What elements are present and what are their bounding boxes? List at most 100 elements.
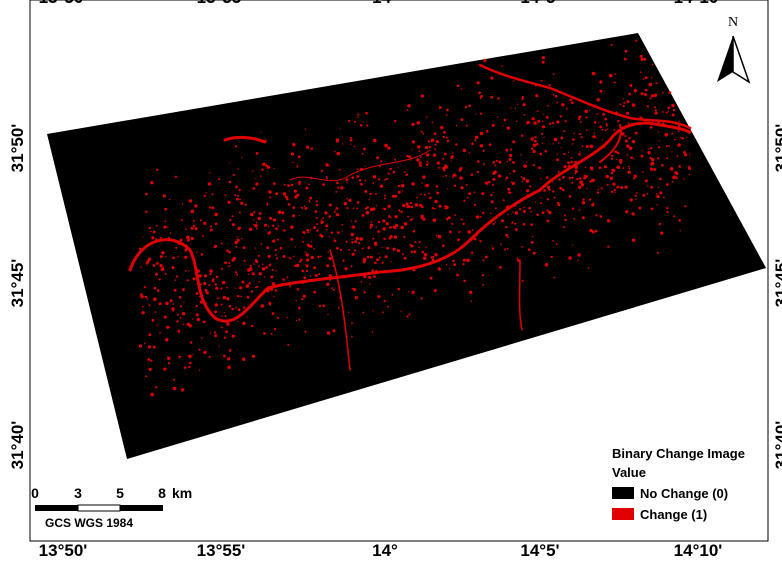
change-pixel bbox=[413, 250, 416, 253]
change-pixel bbox=[342, 231, 343, 232]
change-pixel bbox=[497, 97, 499, 99]
change-pixel bbox=[325, 224, 328, 227]
change-pixel bbox=[246, 316, 247, 317]
change-pixel bbox=[302, 282, 304, 284]
change-pixel bbox=[351, 220, 352, 221]
change-pixel bbox=[432, 122, 434, 124]
change-pixel bbox=[661, 123, 664, 126]
change-pixel bbox=[569, 195, 572, 198]
change-pixel bbox=[398, 167, 399, 168]
change-pixel bbox=[329, 215, 331, 217]
change-pixel bbox=[237, 195, 239, 197]
change-pixel bbox=[522, 181, 524, 183]
change-pixel bbox=[579, 209, 581, 211]
change-pixel bbox=[617, 166, 620, 169]
change-pixel bbox=[424, 194, 426, 196]
change-pixel bbox=[627, 100, 630, 103]
change-pixel bbox=[224, 312, 225, 313]
change-pixel bbox=[319, 305, 321, 307]
change-pixel bbox=[456, 125, 458, 127]
change-pixel bbox=[635, 40, 637, 42]
change-pixel bbox=[155, 273, 158, 276]
change-pixel bbox=[362, 153, 364, 155]
change-pixel bbox=[578, 153, 581, 156]
change-pixel bbox=[155, 238, 157, 240]
change-pixel bbox=[358, 242, 360, 244]
change-pixel bbox=[199, 296, 201, 298]
change-pixel bbox=[423, 133, 425, 135]
change-pixel bbox=[513, 170, 516, 173]
change-pixel bbox=[305, 207, 308, 210]
change-pixel bbox=[659, 191, 662, 194]
change-pixel bbox=[549, 123, 551, 125]
change-pixel bbox=[624, 135, 626, 137]
change-pixel bbox=[209, 206, 211, 208]
change-pixel bbox=[537, 110, 539, 112]
change-pixel bbox=[421, 131, 423, 133]
change-pixel bbox=[474, 192, 476, 194]
change-pixel bbox=[568, 152, 569, 153]
change-pixel bbox=[351, 241, 353, 243]
change-pixel bbox=[521, 135, 523, 137]
change-pixel bbox=[420, 193, 422, 195]
change-pixel bbox=[673, 109, 675, 111]
change-pixel bbox=[243, 246, 246, 249]
change-pixel bbox=[542, 61, 545, 64]
change-pixel bbox=[674, 139, 676, 141]
change-pixel bbox=[573, 133, 575, 135]
change-pixel bbox=[536, 214, 539, 217]
change-pixel bbox=[291, 152, 294, 155]
change-pixel bbox=[214, 331, 216, 333]
change-pixel bbox=[145, 375, 147, 377]
change-pixel bbox=[545, 150, 548, 153]
change-pixel bbox=[480, 216, 482, 218]
change-pixel bbox=[326, 264, 329, 267]
change-pixel bbox=[605, 130, 607, 132]
change-pixel bbox=[522, 96, 524, 98]
change-pixel bbox=[635, 195, 637, 197]
change-pixel bbox=[301, 270, 304, 273]
change-pixel bbox=[262, 163, 265, 166]
change-pixel bbox=[196, 292, 199, 295]
change-pixel bbox=[382, 208, 383, 209]
change-pixel bbox=[528, 207, 531, 210]
change-pixel bbox=[219, 345, 220, 346]
change-pixel bbox=[553, 143, 554, 144]
change-pixel bbox=[445, 175, 447, 177]
change-pixel bbox=[254, 224, 257, 227]
change-pixel bbox=[321, 219, 322, 220]
change-pixel bbox=[507, 236, 509, 238]
change-pixel bbox=[232, 335, 235, 338]
change-pixel bbox=[311, 256, 314, 259]
change-pixel bbox=[398, 191, 401, 194]
change-pixel bbox=[228, 251, 231, 254]
change-pixel bbox=[201, 253, 203, 255]
change-pixel bbox=[191, 227, 194, 230]
change-pixel bbox=[460, 167, 463, 170]
change-pixel bbox=[454, 185, 456, 187]
change-pixel bbox=[463, 280, 466, 283]
change-pixel bbox=[586, 116, 588, 118]
change-pixel bbox=[505, 179, 506, 180]
change-pixel bbox=[296, 264, 300, 268]
change-pixel bbox=[603, 146, 605, 148]
change-pixel bbox=[402, 253, 404, 255]
change-pixel bbox=[493, 161, 495, 163]
change-pixel bbox=[150, 181, 153, 184]
change-pixel bbox=[431, 139, 434, 142]
change-pixel bbox=[253, 211, 255, 213]
change-pixel bbox=[535, 94, 538, 97]
change-pixel bbox=[145, 211, 147, 213]
change-pixel bbox=[589, 110, 590, 111]
change-pixel bbox=[150, 231, 152, 233]
change-pixel bbox=[203, 351, 206, 354]
change-pixel bbox=[447, 140, 450, 143]
change-pixel bbox=[315, 210, 318, 213]
change-pixel bbox=[467, 197, 469, 199]
change-pixel bbox=[306, 270, 308, 272]
change-pixel bbox=[534, 140, 537, 143]
change-pixel bbox=[167, 226, 169, 228]
change-pixel bbox=[342, 224, 344, 226]
change-pixel bbox=[653, 168, 656, 171]
change-pixel bbox=[407, 104, 410, 107]
